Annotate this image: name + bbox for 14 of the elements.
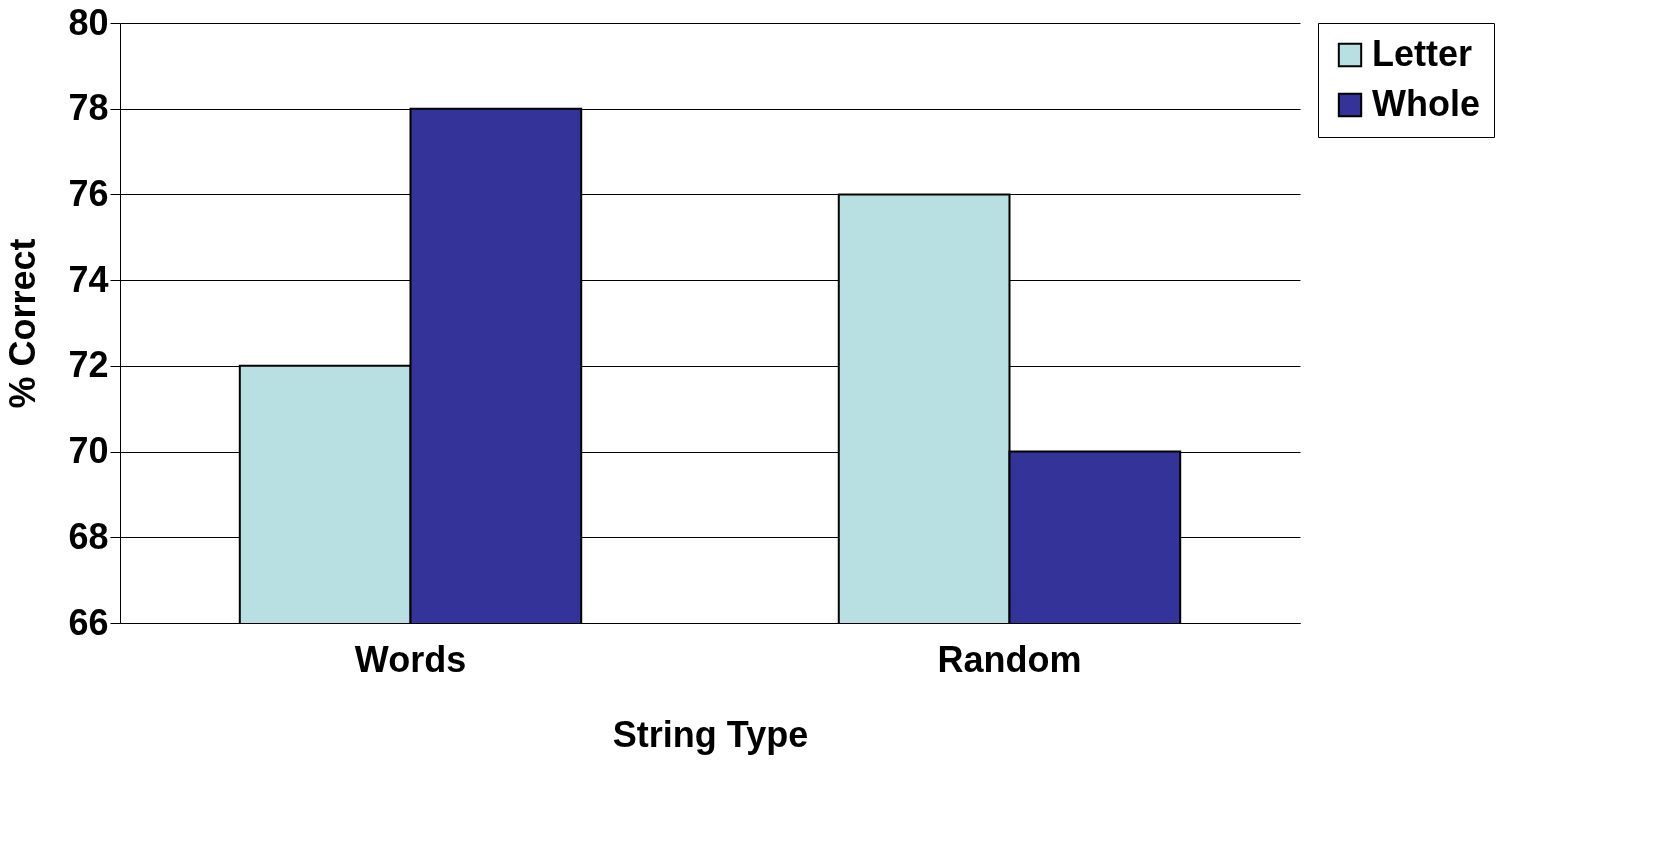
y-tick-label: 74 (68, 258, 109, 300)
y-tick-label: 80 (68, 1, 109, 43)
legend-label: Whole (1372, 83, 1480, 124)
legend-label: Letter (1372, 33, 1473, 74)
x-tick-label: Words (354, 638, 467, 680)
y-axis-title: % Correct (2, 238, 44, 409)
y-tick-label: 68 (68, 515, 109, 557)
y-tick-label: 72 (68, 344, 109, 386)
y-tick-label: 66 (68, 601, 109, 643)
y-tick-label: 70 (68, 430, 109, 472)
x-axis-title: String Type (612, 713, 809, 755)
y-tick-label: 78 (68, 87, 109, 129)
x-tick-label: Random (937, 638, 1082, 680)
y-tick-label: 76 (68, 172, 109, 214)
